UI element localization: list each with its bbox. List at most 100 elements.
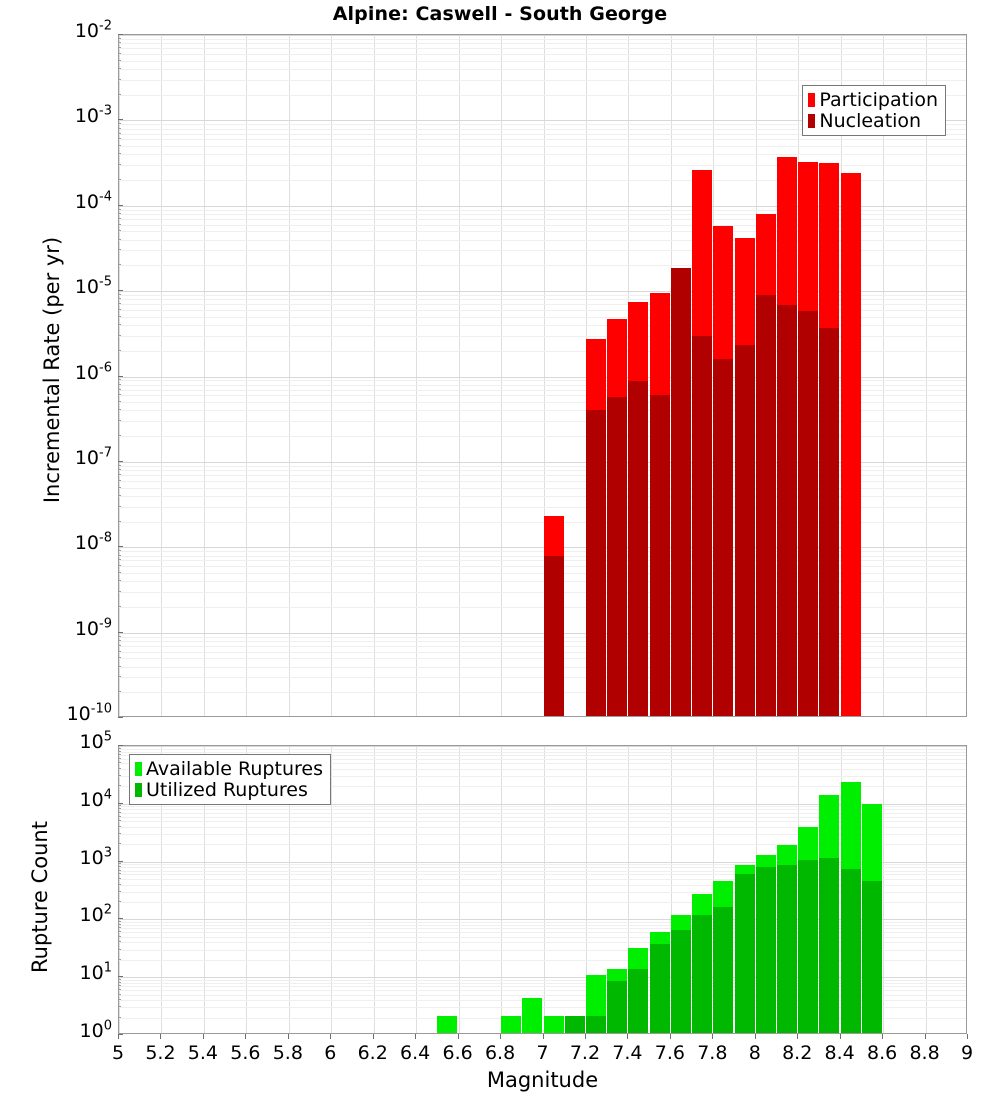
x-tickmark — [585, 1034, 586, 1039]
bar-segment-outer — [437, 1015, 458, 1033]
page-title: Alpine: Caswell - South George — [332, 3, 668, 25]
y-tickmark-minor — [118, 145, 121, 146]
bar — [776, 35, 797, 716]
y-tickmark — [118, 461, 123, 462]
x-tick-6.4: 6.4 — [400, 1042, 431, 1064]
bar-segment-outer — [840, 172, 861, 716]
x-tickmark — [797, 1034, 798, 1039]
y-tickmark-minor — [118, 335, 121, 336]
x-tickmark — [712, 1034, 713, 1039]
bar-segment-inner — [798, 859, 819, 1033]
y-tickmark-minor — [118, 53, 121, 54]
legend-item-available-ruptures: Available Ruptures — [135, 759, 323, 780]
y-tickmark-minor — [118, 921, 121, 922]
y-tickmark-minor — [118, 480, 121, 481]
bar — [543, 35, 564, 716]
bar — [585, 35, 606, 716]
y-axis-label-top: Incremental Rate (per yr) — [40, 236, 64, 504]
bar — [798, 746, 819, 1033]
y-tickmark — [118, 918, 123, 919]
participation-swatch-icon — [808, 93, 816, 108]
y-tickmark — [118, 717, 123, 718]
y-tickmark — [118, 1034, 123, 1035]
y-tickmark-minor — [118, 138, 121, 139]
bar-segment-inner — [543, 555, 564, 716]
x-tick-8: 8 — [748, 1042, 761, 1064]
y-tickmark-minor — [118, 224, 121, 225]
bar — [670, 35, 691, 716]
y-tick-top--4: 10-4 — [74, 189, 112, 213]
bar — [862, 35, 882, 716]
y-tickmark — [118, 803, 123, 804]
y-tickmark-minor — [118, 805, 121, 806]
y-tickmark — [118, 205, 123, 206]
y-tickmark-minor — [118, 691, 121, 692]
y-tick-top--3: 10-3 — [74, 104, 112, 128]
y-tickmark-minor — [118, 873, 121, 874]
y-tickmark-minor — [118, 989, 121, 990]
bar-segment-inner — [585, 1015, 606, 1033]
available-ruptures-swatch-icon — [135, 762, 142, 777]
bar — [713, 35, 734, 716]
x-tick-7.4: 7.4 — [612, 1042, 643, 1064]
bar-segment-outer — [501, 1015, 522, 1033]
bar — [755, 35, 776, 716]
y-tick-bottom-4: 104 — [79, 787, 112, 811]
bar — [628, 35, 649, 716]
bar — [522, 746, 543, 1033]
y-tick-top--2: 10-2 — [74, 18, 112, 42]
x-tick-9: 9 — [960, 1042, 974, 1064]
bar-segment-inner — [692, 336, 713, 716]
bar-segment-outer — [543, 1015, 564, 1033]
bar — [734, 35, 755, 716]
y-tickmark-minor — [118, 657, 121, 658]
y-tick-bottom-5: 105 — [79, 729, 112, 753]
y-tickmark-minor — [118, 230, 121, 231]
y-tickmark-minor — [118, 833, 121, 834]
y-tickmark-minor — [118, 775, 121, 776]
y-tickmark-minor — [118, 843, 121, 844]
x-tick-5.6: 5.6 — [230, 1042, 261, 1064]
x-tick-5: 5 — [111, 1042, 125, 1064]
x-tickmark — [755, 1034, 756, 1039]
bar-segment-inner — [734, 345, 755, 716]
y-tickmark-minor — [118, 249, 121, 250]
bars-incremental-rate — [119, 35, 966, 716]
y-tickmark-minor — [118, 565, 121, 566]
y-tickmark-minor — [118, 591, 121, 592]
legend-item-nucleation: Nucleation — [808, 110, 938, 132]
legend-rupture-count: Available Ruptures Utilized Ruptures — [129, 754, 331, 806]
y-tickmark-minor — [118, 309, 121, 310]
x-tick-7.6: 7.6 — [654, 1042, 685, 1064]
legend-item-participation: Participation — [808, 90, 938, 111]
y-tickmark-minor — [118, 651, 121, 652]
y-tickmark-minor — [118, 128, 121, 129]
bar — [607, 746, 628, 1033]
bar-segment-inner — [798, 311, 819, 716]
y-tick-top--5: 10-5 — [74, 274, 112, 299]
y-tickmark-minor — [118, 927, 121, 928]
bar — [840, 35, 861, 716]
y-tickmark-minor — [118, 572, 121, 573]
y-tickmark-minor — [118, 465, 121, 466]
y-tickmark-minor — [118, 474, 121, 475]
y-tickmark-minor — [118, 38, 121, 39]
bar-segment-inner — [819, 328, 840, 716]
bar-segment-inner — [755, 866, 776, 1033]
bar-segment-inner — [840, 868, 861, 1033]
bar-segment-inner — [649, 943, 670, 1033]
y-tickmark-minor — [118, 985, 121, 986]
y-tick-top--10: 10-10 — [66, 701, 112, 725]
bar — [819, 35, 840, 716]
y-tickmark-minor — [118, 640, 121, 641]
y-tickmark-minor — [118, 487, 121, 488]
x-tickmark — [118, 1034, 119, 1039]
y-tickmark-minor — [118, 264, 121, 265]
bar-segment-inner — [607, 980, 628, 1033]
bar — [501, 746, 522, 1033]
y-tickmark-minor — [118, 47, 121, 48]
y-tickmark-minor — [118, 469, 121, 470]
y-tick-bottom-3: 103 — [79, 845, 112, 869]
y-tickmark-minor — [118, 294, 121, 295]
y-tickmark-minor — [118, 209, 121, 210]
